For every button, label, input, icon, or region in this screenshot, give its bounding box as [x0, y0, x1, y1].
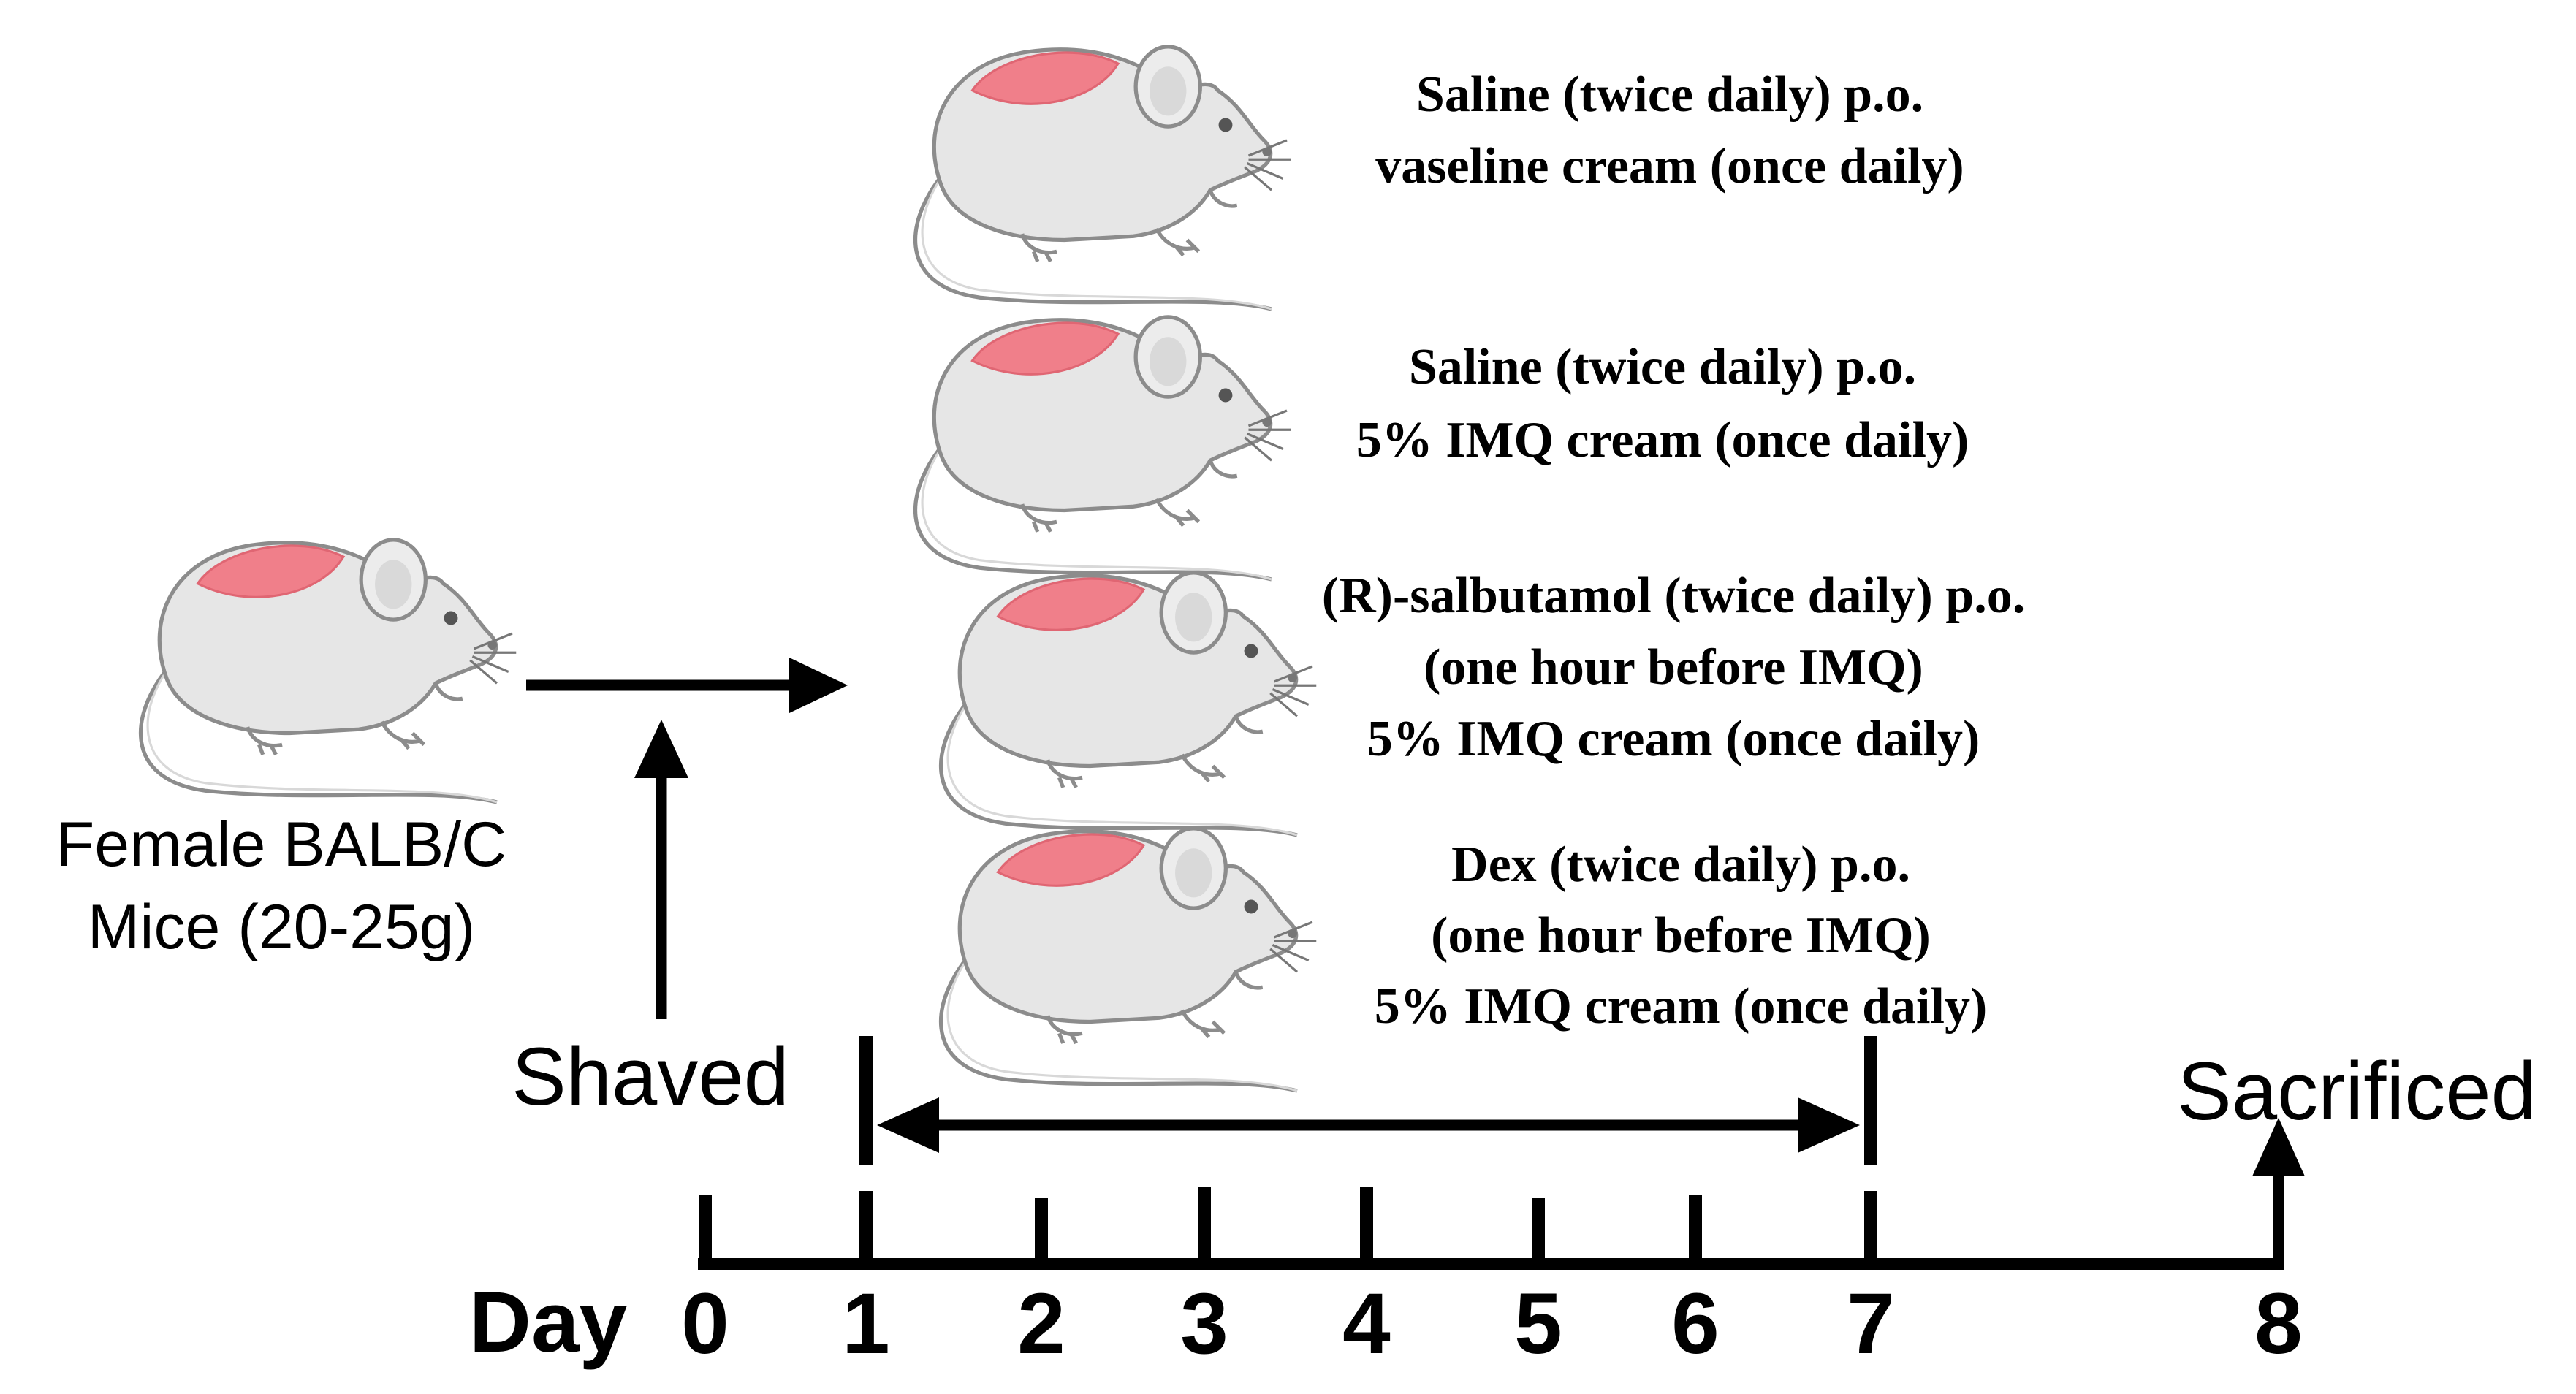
- group-3-line-2: (one hour before IMQ): [1424, 639, 1923, 696]
- timeline-ticks: [699, 1187, 1877, 1264]
- timeline-day-label-5: 5: [1514, 1276, 1562, 1372]
- timeline-day-label-3: 3: [1180, 1276, 1228, 1372]
- sacrificed-arrow-head: [2252, 1118, 2305, 1176]
- group-4-line-3: 5% IMQ cream (once daily): [1375, 978, 1988, 1035]
- allocation-arrow-head: [789, 658, 848, 713]
- group-1-line-1: Saline (twice daily) p.o.: [1416, 66, 1923, 123]
- timeline-day-label-1: 1: [842, 1276, 890, 1372]
- shaved-label: Shaved: [512, 1031, 789, 1122]
- treatment-period-arrow-right: [1798, 1097, 1860, 1153]
- group-3-mouse-illustration: [941, 573, 1317, 835]
- timeline-day-label-8: 8: [2254, 1276, 2303, 1372]
- shaved-arrow-head: [634, 720, 688, 778]
- timeline-day-label-6: 6: [1671, 1276, 1720, 1372]
- group-2-line-1: Saline (twice daily) p.o.: [1409, 339, 1916, 395]
- group-2-line-2: 5% IMQ cream (once daily): [1356, 412, 1969, 468]
- timeline-day-labels: 0 1 2 3 4 5 6 7 8: [681, 1276, 2303, 1372]
- subject-label-line1: Female BALB/C: [56, 810, 507, 880]
- group-1-line-2: vaseline cream (once daily): [1375, 138, 1964, 194]
- timeline-day-label-0: 0: [681, 1276, 729, 1372]
- group-3-line-3: 5% IMQ cream (once daily): [1367, 711, 1980, 767]
- timeline-day-label-7: 7: [1847, 1276, 1895, 1372]
- group-1-mouse-illustration: [916, 47, 1291, 309]
- timeline-day-label-2: 2: [1017, 1276, 1065, 1372]
- sacrificed-label: Sacrificed: [2177, 1046, 2537, 1137]
- group-4-line-2: (one hour before IMQ): [1431, 907, 1931, 964]
- timeline-day-label-4: 4: [1342, 1276, 1391, 1372]
- timeline-axis-label: Day: [469, 1274, 627, 1371]
- group-2-mouse-illustration: [916, 317, 1291, 579]
- treatment-period-arrow-left: [877, 1097, 939, 1153]
- group-4-mouse-illustration: [941, 829, 1317, 1091]
- group-4-line-1: Dex (twice daily) p.o.: [1451, 837, 1910, 893]
- group-3-line-1: (R)-salbutamol (twice daily) p.o.: [1322, 568, 2025, 624]
- subject-label-line2: Mice (20-25g): [88, 892, 476, 962]
- subject-mouse-illustration: [141, 540, 517, 802]
